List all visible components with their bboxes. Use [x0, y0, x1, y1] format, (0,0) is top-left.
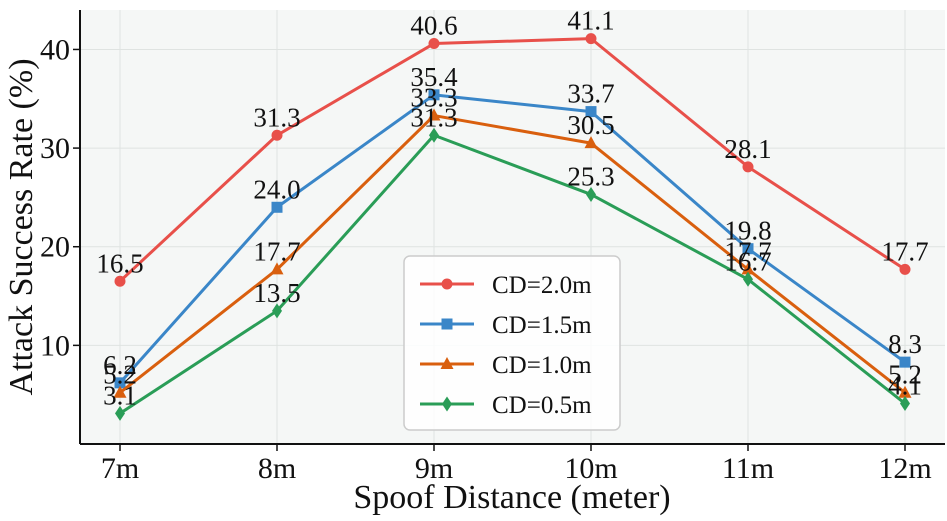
series-cd-2-0m-label-7m: 16.5 [96, 248, 143, 278]
legend-cd-0-5m: CD=0.5m [420, 392, 592, 419]
series-cd-1-5m-label-11m: 19.8 [724, 216, 771, 246]
series-cd-1-0m-label-8m: 17.7 [253, 236, 300, 266]
series-cd-2-0m [114, 33, 911, 287]
series-cd-2-0m-point-10m [585, 33, 597, 45]
series-cd-1-0m-label-9m: 33.3 [410, 83, 457, 113]
data-labels-layer: 16.5 31.3 40.6 41.1 28.1 17.7 6.2 24.0 35.4 33.7 1… [96, 6, 928, 411]
series-cd-1-5m-point-9m [428, 89, 440, 101]
series-cd-1-5m-label-7m: 6.2 [103, 350, 137, 380]
x-axis-ticks: 7m 8m 9m 10m 11m 12m [101, 444, 932, 485]
series-cd-1-5m-label-8m: 24.0 [253, 174, 300, 204]
series-cd-0-5m-line [119, 133, 906, 415]
series-cd-2-0m-point-12m [899, 263, 911, 275]
series-cd-1-5m-label-10m: 33.7 [567, 79, 614, 109]
series-cd-1-0m-point-12m [898, 385, 912, 398]
x-tick-label-10m: 10m [564, 452, 617, 485]
series-cd-2-0m-point-11m [742, 161, 754, 173]
series-cd-1-0m-label-11m: 17.7 [724, 236, 771, 266]
legend-cd-1-0m-label: CD=1.0m [492, 352, 592, 379]
series-cd-2-0m-label-11m: 28.1 [724, 134, 771, 164]
series-cd-2-0m-label-10m: 41.1 [567, 6, 614, 36]
legend-cd-1-5m: CD=1.5m [420, 312, 592, 339]
series-cd-0-5m-point-7m [115, 405, 125, 421]
series-cd-1-5m-point-11m [742, 243, 754, 255]
legend: CD=2.0m CD=1.5m CD=1.0m CD=0.5m [403, 255, 621, 431]
series-cd-1-0m-point-8m [270, 262, 284, 275]
x-tick-label-8m: 8m [258, 452, 296, 485]
series-cd-0-5m-point-8m [272, 303, 282, 319]
series-cd-1-5m-point-8m [271, 201, 283, 213]
series-cd-1-0m-label-10m: 30.5 [567, 110, 614, 140]
legend-cd-1-5m-marker [441, 318, 453, 330]
series-cd-2-0m-point-9m [428, 38, 440, 50]
series-cd-1-0m-line [119, 114, 906, 394]
series-cd-1-5m-point-10m [585, 106, 597, 118]
series-cd-0-5m-point-10m [586, 186, 596, 202]
series-cd-1-5m [114, 89, 911, 389]
legend-cd-2-0m-marker [441, 278, 453, 290]
legend-cd-1-0m: CD=1.0m [420, 352, 592, 379]
series-cd-1-0m-point-10m [584, 136, 598, 149]
y-axis-ticks: 10 20 30 40 [40, 33, 80, 362]
series-cd-0-5m-label-10m: 25.3 [567, 161, 614, 191]
series-cd-0-5m-label-7m: 3.1 [103, 380, 137, 410]
x-tick-label-7m: 7m [101, 452, 139, 485]
legend-cd-0-5m-label: CD=0.5m [492, 392, 592, 419]
x-tick-label-9m: 9m [415, 452, 453, 485]
series-cd-1-5m-line [118, 93, 906, 384]
legend-box [403, 255, 621, 431]
y-axis-title: Attack Success Rate (%) [3, 58, 40, 395]
legend-cd-2-0m-label: CD=2.0m [492, 272, 592, 299]
series-cd-2-0m-label-8m: 31.3 [253, 102, 300, 132]
series-cd-1-5m-point-7m [114, 377, 126, 389]
series-cd-2-0m-label-12m: 17.7 [881, 236, 928, 266]
y-tick-label-10: 10 [40, 329, 70, 362]
series-cd-1-0m-label-7m: 5.2 [103, 360, 137, 390]
series-cd-0-5m-label-11m: 16.7 [724, 246, 771, 276]
series-cd-0-5m-label-12m: 4.1 [888, 371, 922, 401]
legend-cd-1-0m-marker [440, 357, 454, 369]
series-cd-0-5m-point-12m [900, 396, 910, 412]
x-axis-title: Spoof Distance (meter) [353, 479, 670, 516]
legend-cd-0-5m-marker [442, 396, 452, 412]
series-cd-1-5m-label-12m: 8.3 [888, 329, 922, 359]
series-cd-0-5m-point-11m [743, 271, 753, 287]
series-cd-1-0m-label-12m: 5.2 [888, 360, 922, 390]
series-cd-2-0m-label-9m: 40.6 [410, 11, 457, 41]
y-tick-label-40: 40 [40, 33, 70, 66]
series-cd-0-5m-label-8m: 13.5 [253, 278, 300, 308]
legend-cd-1-5m-label: CD=1.5m [492, 312, 592, 339]
y-tick-label-30: 30 [40, 132, 70, 165]
series-cd-1-0m-point-7m [113, 385, 127, 398]
series-layer [113, 33, 912, 421]
series-cd-1-5m-point-12m [899, 356, 911, 368]
y-tick-label-20: 20 [40, 231, 70, 264]
x-tick-label-11m: 11m [722, 452, 774, 485]
series-cd-1-0m-point-9m [427, 108, 441, 121]
legend-cd-2-0m: CD=2.0m [420, 272, 592, 299]
series-cd-0-5m-point-9m [429, 127, 439, 143]
series-cd-0-5m-label-9m: 31.3 [410, 102, 457, 132]
series-cd-1-0m [113, 108, 912, 398]
series-cd-1-0m-point-11m [741, 262, 755, 275]
series-cd-2-0m-line [118, 37, 906, 283]
series-cd-2-0m-point-7m [114, 275, 126, 287]
series-cd-1-5m-label-9m: 35.4 [410, 62, 458, 92]
series-cd-2-0m-point-8m [271, 129, 283, 141]
x-tick-label-12m: 12m [878, 452, 931, 485]
series-cd-0-5m [115, 127, 910, 421]
